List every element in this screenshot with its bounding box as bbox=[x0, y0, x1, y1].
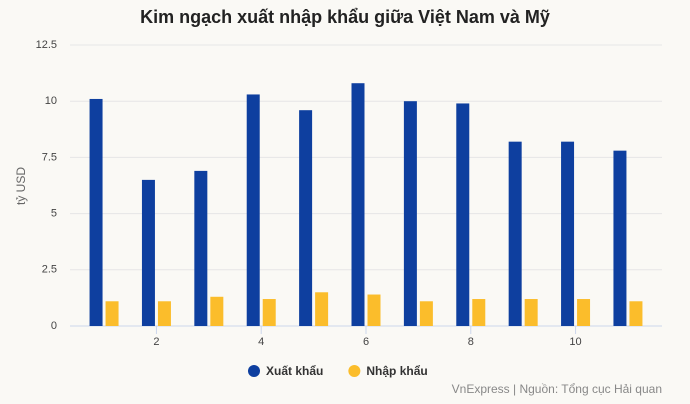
bar bbox=[472, 299, 486, 326]
bar bbox=[577, 299, 591, 326]
y-axis-label: tỷ USD bbox=[14, 167, 28, 205]
x-tick-label: 6 bbox=[363, 336, 369, 348]
bar bbox=[210, 296, 224, 326]
x-tick-label: 10 bbox=[569, 336, 581, 348]
bar bbox=[157, 301, 171, 326]
y-tick-label: 5 bbox=[51, 208, 57, 220]
bar bbox=[89, 98, 103, 327]
bar bbox=[141, 179, 155, 326]
bar bbox=[524, 299, 538, 326]
y-tick-label: 12.5 bbox=[36, 39, 57, 51]
bar bbox=[629, 301, 643, 326]
y-tick-label: 10 bbox=[45, 95, 57, 107]
legend-label: Nhập khẩu bbox=[366, 364, 427, 378]
y-tick-label: 0 bbox=[51, 320, 57, 332]
bar bbox=[419, 301, 433, 326]
x-tick-label: 8 bbox=[468, 336, 474, 348]
bar bbox=[561, 141, 575, 326]
legend-label: Xuất khẩu bbox=[266, 364, 323, 378]
y-tick-label: 7.5 bbox=[42, 151, 57, 163]
bar bbox=[315, 292, 329, 326]
bar bbox=[367, 294, 381, 326]
bar bbox=[508, 141, 522, 326]
chart-title: Kim ngạch xuất nhập khẩu giữa Việt Nam v… bbox=[140, 7, 550, 27]
source: VnExpress | Nguồn: Tổng cục Hải quan bbox=[452, 382, 662, 396]
bar bbox=[351, 83, 365, 326]
bar bbox=[613, 150, 627, 326]
bar bbox=[299, 110, 313, 326]
x-tick-label: 2 bbox=[153, 336, 159, 348]
bar bbox=[403, 101, 417, 326]
bar bbox=[262, 299, 276, 326]
bar bbox=[246, 94, 260, 327]
bar bbox=[105, 301, 119, 326]
legend-marker bbox=[348, 365, 361, 377]
legend-marker bbox=[248, 365, 260, 377]
bar bbox=[194, 170, 208, 326]
x-tick-label: 4 bbox=[258, 336, 264, 348]
bar bbox=[456, 103, 470, 326]
y-tick-label: 2.5 bbox=[42, 264, 57, 276]
